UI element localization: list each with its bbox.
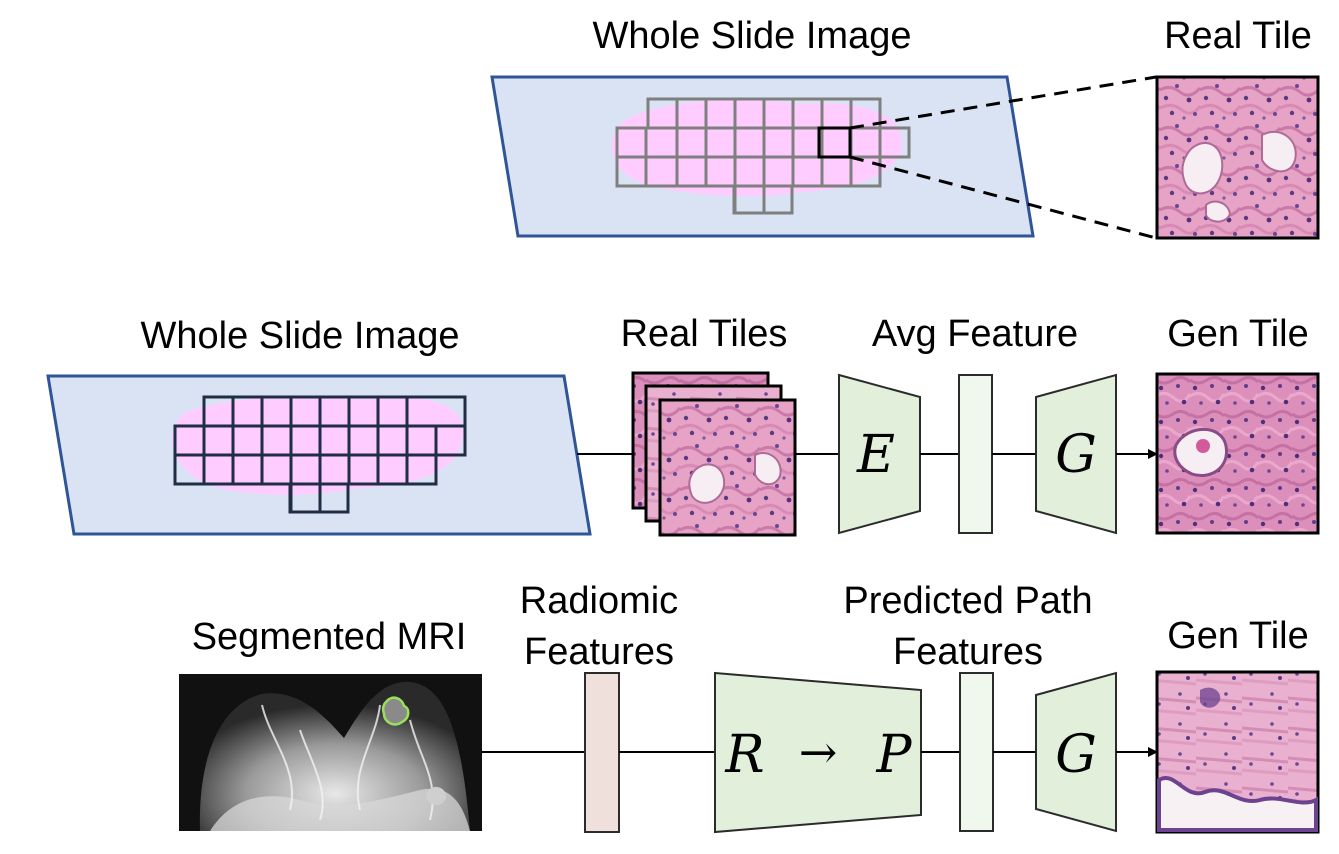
row2-tissue-region <box>172 395 464 495</box>
row3-mapper-block <box>714 671 922 834</box>
row3-segmented-mri-image <box>179 674 482 831</box>
row1-zoom-line-bottom <box>849 155 1157 240</box>
row2-real-tiles-stack <box>631 371 797 537</box>
row3-mri-label: Segmented MRI <box>192 616 467 658</box>
row3-radiomic-feature-vector <box>584 672 620 833</box>
row2-encoder-symbol: E <box>856 425 895 485</box>
row1-real-tile-label: Real Tile <box>1164 15 1312 57</box>
row2-generator-symbol: G <box>1055 425 1097 485</box>
row3-generator-block <box>1035 671 1117 833</box>
row3-gen-tile-label: Gen Tile <box>1167 615 1309 657</box>
row3-predicted-label-line1: Predicted Path <box>843 580 1092 622</box>
row2-gen-tile-label: Gen Tile <box>1167 313 1309 355</box>
row3-mapper-arrow: → <box>799 725 838 779</box>
row1-real-tile-image <box>1155 75 1320 240</box>
row1-tissue-region <box>611 100 903 197</box>
row1-selected-tile <box>817 126 852 159</box>
row2-wsi-label: Whole Slide Image <box>141 315 460 357</box>
row3-mapper-target-symbol: P <box>876 725 913 785</box>
tumor-segmentation-contour <box>381 696 410 726</box>
row2-generator-block <box>1035 373 1117 535</box>
row2-encoder-block <box>838 373 921 535</box>
row2-real-tiles-label: Real Tiles <box>621 313 788 355</box>
row2-avg-feature-label: Avg Feature <box>872 313 1078 355</box>
row3-mapper-source-symbol: R <box>724 725 764 785</box>
row3-radiomic-label-line2: Features <box>524 631 674 673</box>
row3-predicted-feature-vector <box>959 672 994 832</box>
row3-gen-tile-image <box>1155 670 1320 834</box>
row1-wsi-label: Whole Slide Image <box>593 15 912 57</box>
row2-tile-grid <box>173 395 467 514</box>
row3-generator-symbol: G <box>1055 725 1097 785</box>
row3-radiomic-label-line1: Radiomic <box>520 580 678 622</box>
row3-predicted-label-line2: Features <box>893 631 1043 673</box>
row2-avg-feature-vector <box>958 374 993 534</box>
row2-gen-tile-image <box>1155 372 1320 535</box>
row1-zoom-line-top <box>849 75 1157 130</box>
